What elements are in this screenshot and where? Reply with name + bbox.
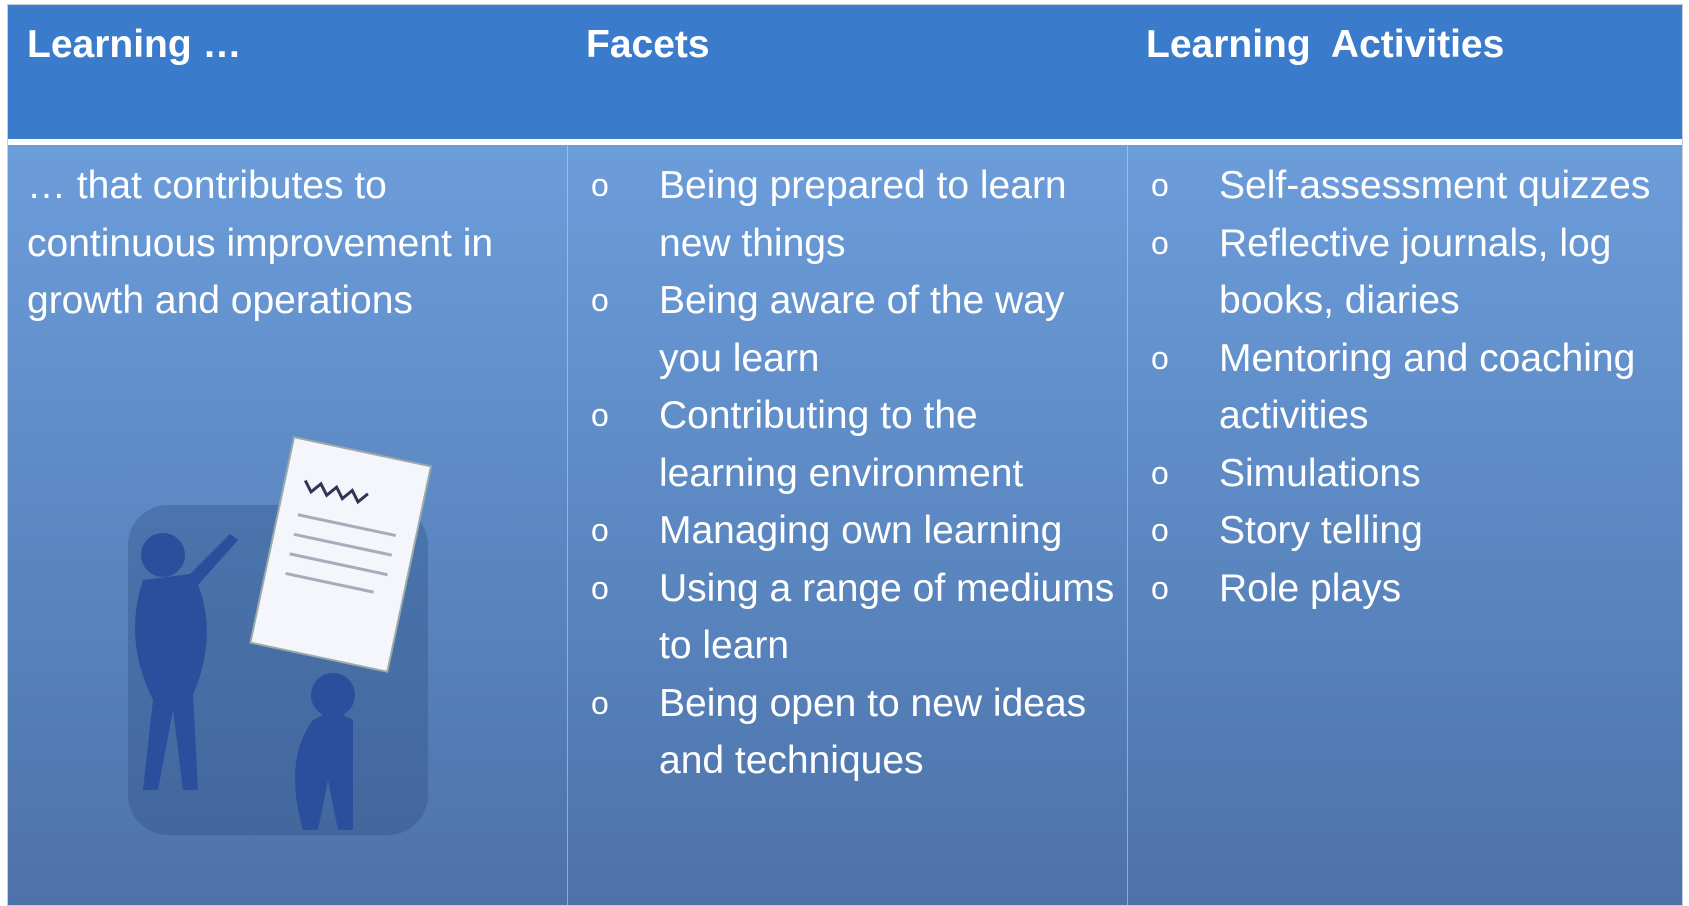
facet-item: Using a range of mediums to learn — [567, 560, 1127, 675]
facet-item: Being aware of the way you learn — [567, 272, 1127, 387]
description: … that contributes to continuous improve… — [27, 164, 494, 322]
facet-item: Being open to new ideas and techniques — [567, 675, 1127, 790]
facet-list: Being prepared to learn new thingsBeing … — [567, 157, 1127, 790]
activity-item: Self-assessment quizzes — [1127, 157, 1682, 215]
header-cell: Learning Activities — [1146, 23, 1505, 66]
activity-item: Simulations — [1127, 445, 1682, 503]
table: Learning … Facets Learning Activities … … — [7, 4, 1683, 906]
activity-item: Story telling — [1127, 502, 1682, 560]
illustration — [128, 436, 433, 835]
activity-item: Reflective journals, log books, diaries — [1127, 215, 1682, 330]
header-cell: Facets — [586, 23, 710, 66]
activity-item: Role plays — [1127, 560, 1682, 618]
facet-item: Contributing to the learning environment — [567, 387, 1127, 502]
header-row: Learning … Facets Learning Activities — [8, 5, 1682, 145]
header-cell: Learning … — [27, 23, 242, 66]
body-row: … that contributes to continuous improve… — [8, 145, 1682, 905]
facet-item: Being prepared to learn new things — [567, 157, 1127, 272]
activity-list: Self-assessment quizzesReflective journa… — [1127, 157, 1682, 618]
activity-item: Mentoring and coaching activities — [1127, 330, 1682, 445]
facet-item: Managing own learning — [567, 502, 1127, 560]
